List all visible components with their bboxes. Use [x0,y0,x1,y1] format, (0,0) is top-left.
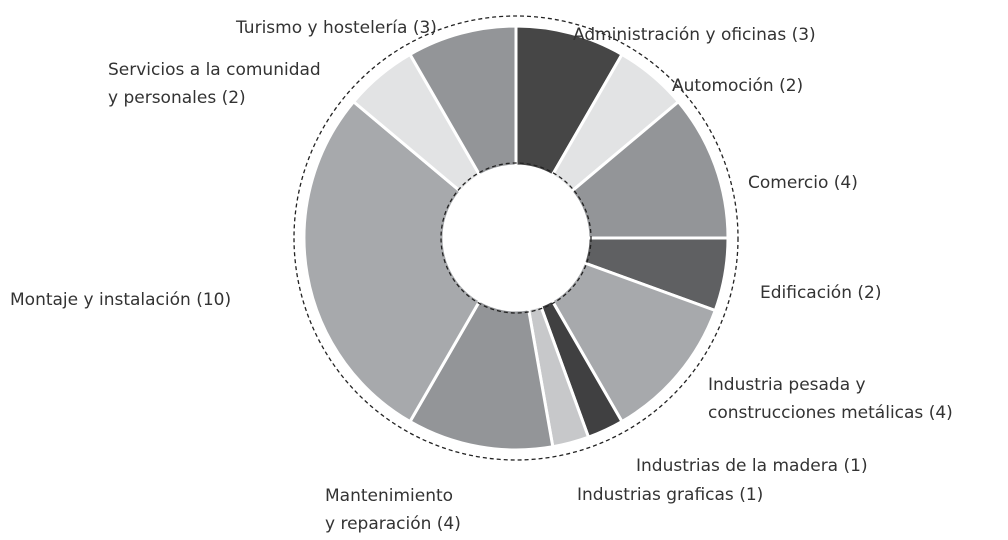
slice [549,260,718,424]
slice-label: Servicios a la comunidad y personales (2… [108,60,321,108]
slice-label: Montaje y instalación (10) [10,290,232,310]
slice [407,298,555,452]
outer-dashed-ring [293,15,739,461]
slice-label: Industrias graficas (1) [577,485,764,505]
slice-label: Comercio (4) [748,173,858,193]
slice-label: Mantenimiento y reparación (4) [325,486,461,534]
slice-label: Turismo y hostelería (3) [236,18,437,38]
slice-label: Industrias de la madera (1) [636,456,868,476]
slice [569,99,730,240]
slice-label: Administración y oficinas (3) [573,25,816,45]
slice-label: Automoción (2) [672,76,804,96]
inner-dashed-ring [440,162,592,314]
slice-label: Industria pesada y construcciones metáli… [708,375,953,423]
slice [302,99,483,424]
slice-label: Edificación (2) [760,283,882,303]
slice [407,24,518,178]
